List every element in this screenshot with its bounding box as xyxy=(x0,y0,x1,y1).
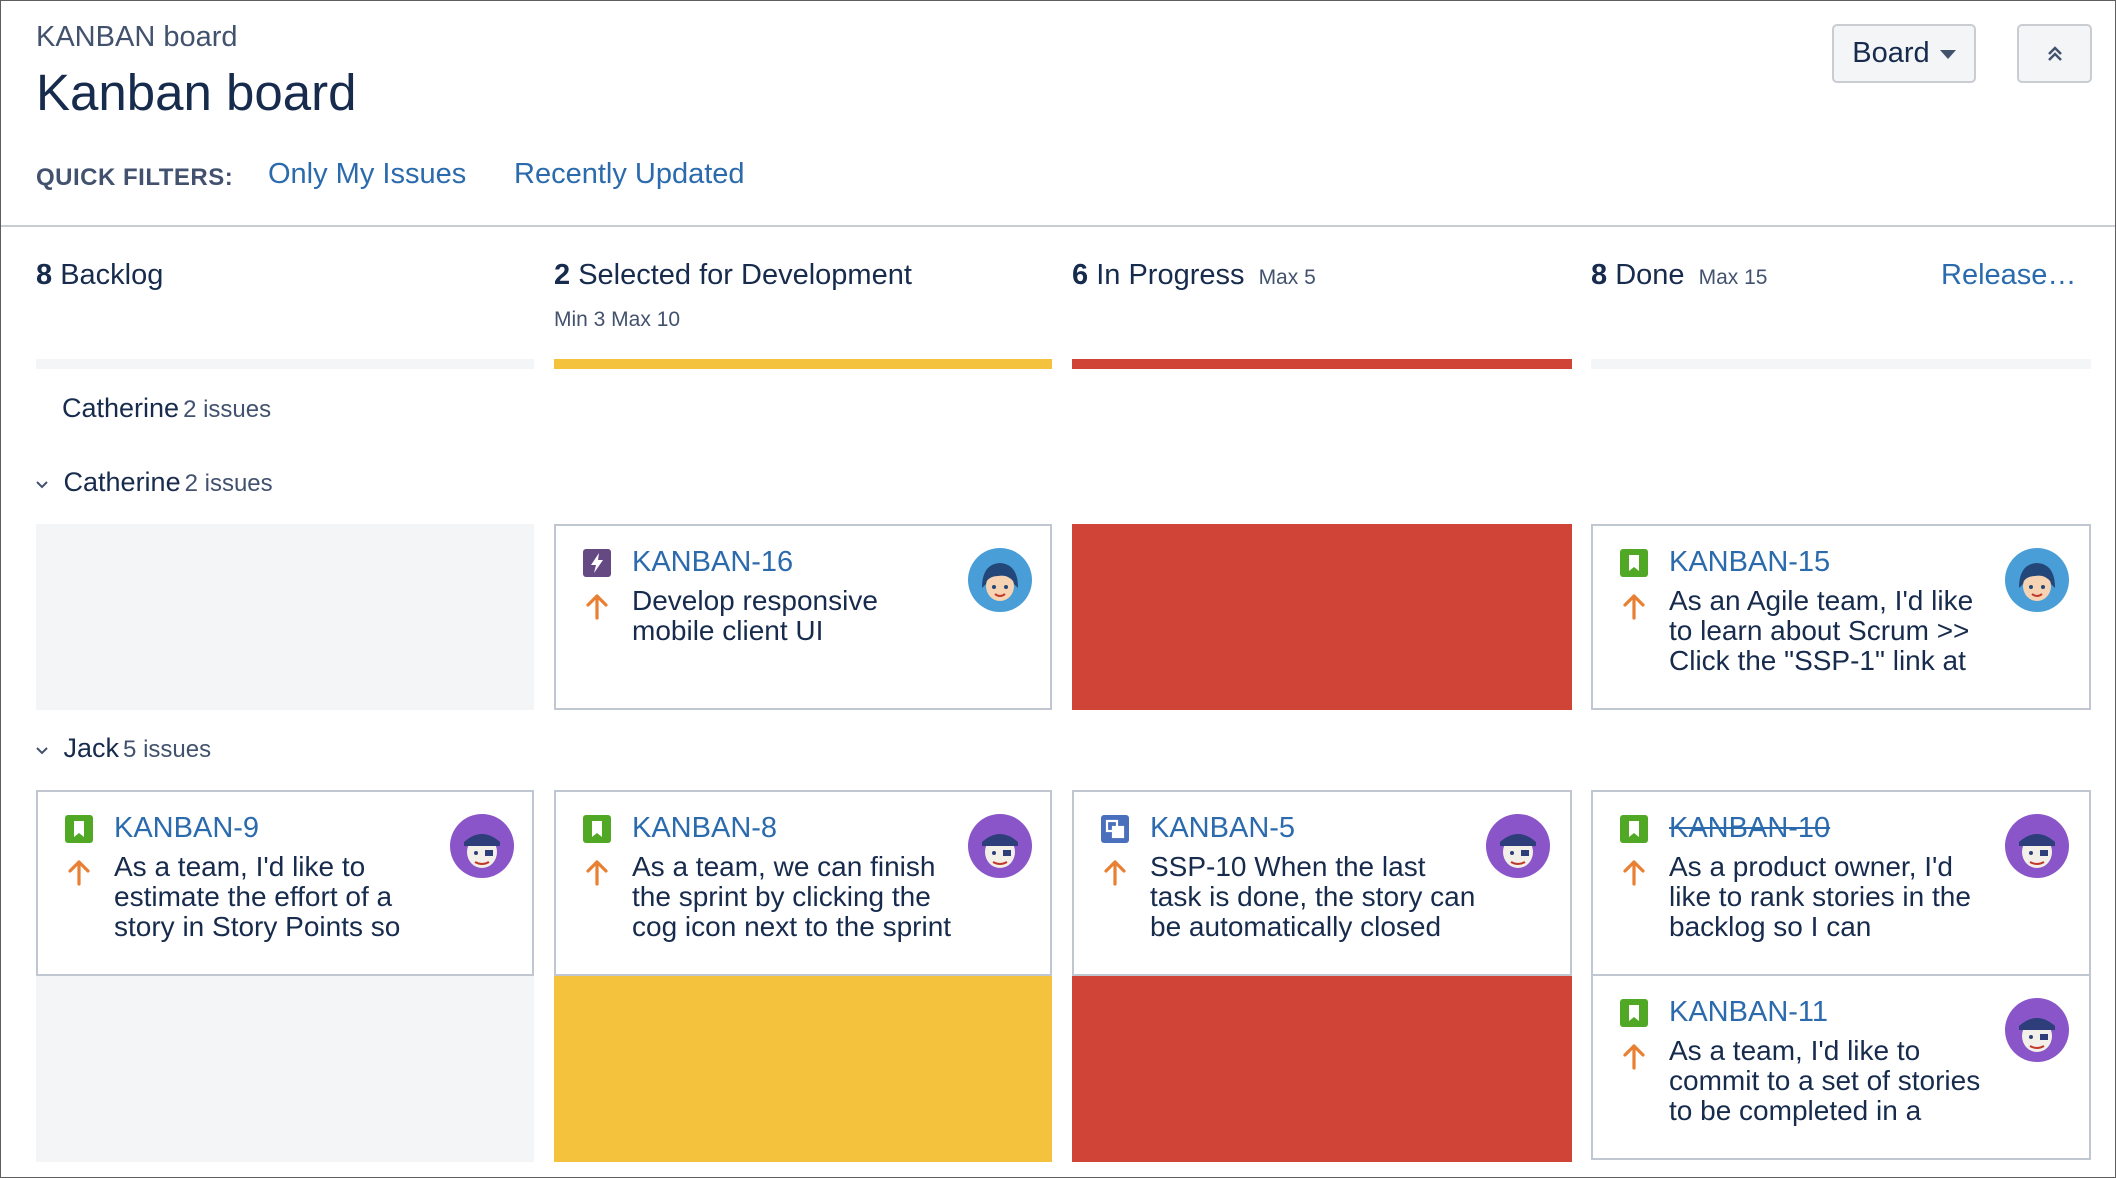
issue-summary: As an Agile team, I'd like to learn abou… xyxy=(1669,586,1999,676)
catherine-avatar xyxy=(2005,548,2069,612)
quick-filter-only-my-issues[interactable]: Only My Issues xyxy=(268,158,466,191)
swimlane-header[interactable]: Catherine 2 issues xyxy=(62,393,271,424)
issue-summary: Develop responsive mobile client UI xyxy=(632,586,962,646)
story-icon xyxy=(1620,549,1648,577)
chevron-down-icon xyxy=(36,745,48,757)
header-divider xyxy=(1,225,2116,227)
swimlane-count: 5 issues xyxy=(123,736,211,763)
column-name: Backlog xyxy=(60,259,163,291)
column-bar-in-progress xyxy=(1072,359,1572,369)
column-limit: Max 15 xyxy=(1699,266,1768,289)
caret-down-icon xyxy=(1940,50,1956,59)
empty-column-cell xyxy=(36,976,534,1162)
issue-summary: As a team, we can finish the sprint by c… xyxy=(632,852,962,942)
column-count: 8 xyxy=(1591,259,1607,291)
jack-avatar xyxy=(450,814,514,878)
priority-high-arrow-icon xyxy=(1103,858,1127,886)
priority-high-arrow-icon xyxy=(1622,592,1646,620)
column-count: 6 xyxy=(1072,259,1088,291)
swimlane-count: 2 issues xyxy=(185,470,273,497)
story-icon xyxy=(1620,999,1648,1027)
board-button-label: Board xyxy=(1852,37,1929,70)
column-bar-selected xyxy=(554,359,1052,369)
breadcrumb[interactable]: KANBAN board xyxy=(36,21,238,54)
column-name: Done xyxy=(1615,259,1684,291)
empty-column-cell xyxy=(36,524,534,710)
jack-avatar xyxy=(2005,814,2069,878)
under-min-column-cell xyxy=(554,976,1052,1162)
issue-card[interactable]: KANBAN-9 As a team, I'd like to estimate… xyxy=(36,790,534,976)
issue-key[interactable]: KANBAN-8 xyxy=(632,812,777,845)
swimlane-name: Jack xyxy=(64,733,120,763)
issue-key[interactable]: KANBAN-15 xyxy=(1669,546,1830,579)
issue-summary: As a product owner, I'd like to rank sto… xyxy=(1669,852,1999,942)
jack-avatar xyxy=(968,814,1032,878)
issue-key[interactable]: KANBAN-9 xyxy=(114,812,259,845)
column-bar-done xyxy=(1591,359,2091,369)
epic-icon xyxy=(583,549,611,577)
jack-avatar xyxy=(1486,814,1550,878)
catherine-avatar xyxy=(968,548,1032,612)
quick-filters-label: QUICK FILTERS: xyxy=(36,164,233,192)
issue-card[interactable]: KANBAN-16 Develop responsive mobile clie… xyxy=(554,524,1052,710)
board-menu-button[interactable]: Board xyxy=(1832,24,1976,83)
issue-summary: SSP-10 When the last task is done, the s… xyxy=(1150,852,1480,942)
jack-avatar xyxy=(2005,998,2069,1062)
issue-card[interactable]: KANBAN-11 As a team, I'd like to commit … xyxy=(1591,974,2091,1160)
column-name: In Progress xyxy=(1096,259,1244,291)
quick-filter-recently-updated[interactable]: Recently Updated xyxy=(514,158,745,191)
issue-key[interactable]: KANBAN-5 xyxy=(1150,812,1295,845)
column-count: 2 xyxy=(554,259,570,291)
issue-card[interactable]: KANBAN-10 As a product owner, I'd like t… xyxy=(1591,790,2091,976)
column-name: Selected for Development xyxy=(578,259,912,291)
subtask-icon xyxy=(1101,815,1129,843)
issue-card[interactable]: KANBAN-15 As an Agile team, I'd like to … xyxy=(1591,524,2091,710)
priority-high-arrow-icon xyxy=(1622,1042,1646,1070)
column-header-in-progress: 6 In Progress Max 5 xyxy=(1072,259,1316,292)
issue-summary: As a team, I'd like to estimate the effo… xyxy=(114,852,444,942)
issue-card[interactable]: KANBAN-5 SSP-10 When the last task is do… xyxy=(1072,790,1572,976)
story-icon xyxy=(583,815,611,843)
swimlane-name: Catherine xyxy=(62,393,179,423)
column-header-done: 8 Done Max 15 xyxy=(1591,259,1767,292)
page-title: Kanban board xyxy=(36,63,356,122)
column-bar-backlog xyxy=(36,359,534,369)
issue-summary: As a team, I'd like to commit to a set o… xyxy=(1669,1036,1999,1126)
swimlane-name: Catherine xyxy=(64,467,181,497)
column-limit: Max 5 xyxy=(1259,266,1316,289)
issue-card[interactable]: KANBAN-8 As a team, we can finish the sp… xyxy=(554,790,1052,976)
story-icon xyxy=(65,815,93,843)
priority-high-arrow-icon xyxy=(67,858,91,886)
collapse-header-button[interactable] xyxy=(2017,24,2092,83)
story-icon xyxy=(1620,815,1648,843)
chevron-down-icon xyxy=(36,479,48,491)
column-count: 8 xyxy=(36,259,52,291)
issue-key-resolved[interactable]: KANBAN-10 xyxy=(1669,812,1830,845)
priority-high-arrow-icon xyxy=(585,592,609,620)
over-limit-column-cell xyxy=(1072,976,1572,1162)
swimlane-header[interactable]: Catherine 2 issues xyxy=(36,467,273,498)
swimlane-count: 2 issues xyxy=(183,396,271,423)
release-link[interactable]: Release… xyxy=(1941,259,2076,292)
priority-high-arrow-icon xyxy=(1622,858,1646,886)
over-limit-column-cell xyxy=(1072,524,1572,710)
issue-key[interactable]: KANBAN-16 xyxy=(632,546,793,579)
column-header-backlog: 8 Backlog xyxy=(36,259,163,292)
issue-key[interactable]: KANBAN-11 xyxy=(1669,996,1828,1029)
swimlane-header[interactable]: Jack 5 issues xyxy=(36,733,211,764)
column-constraints: Min 3 Max 10 xyxy=(554,308,680,332)
double-chevron-up-icon xyxy=(2046,45,2064,63)
column-header-selected: 2 Selected for Development xyxy=(554,259,912,292)
priority-high-arrow-icon xyxy=(585,858,609,886)
